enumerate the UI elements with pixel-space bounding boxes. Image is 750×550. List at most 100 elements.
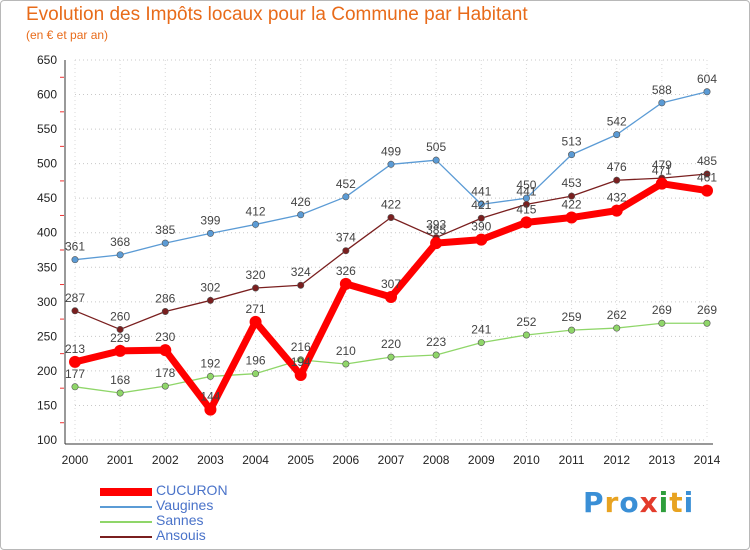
y-tick-label-250: 250 xyxy=(37,329,57,343)
y-tick-label-300: 300 xyxy=(37,295,57,309)
data-point-vaugines-2008 xyxy=(432,156,440,164)
data-point-cucuron-2006 xyxy=(339,277,352,290)
data-point-ansouis-2005 xyxy=(297,281,305,289)
data-label-vaugines-2000: 361 xyxy=(65,240,85,254)
data-label-vaugines-2001: 368 xyxy=(110,235,130,249)
data-label-vaugines-2004: 412 xyxy=(246,204,266,218)
data-label-vaugines-2013: 588 xyxy=(652,83,672,97)
data-label-vaugines-2006: 452 xyxy=(336,177,356,191)
data-point-sannes-2004 xyxy=(252,370,260,378)
y-tick-label-400: 400 xyxy=(37,226,57,240)
chart-title: Evolution des Impôts locaux pour la Comm… xyxy=(26,4,528,25)
data-point-ansouis-2002 xyxy=(161,307,169,315)
data-point-sannes-2010 xyxy=(522,331,530,339)
data-point-ansouis-2014 xyxy=(703,170,711,178)
y-tick-label-100: 100 xyxy=(37,433,57,447)
x-tick-label-2003: 2003 xyxy=(197,453,224,467)
data-label-sannes-2003: 192 xyxy=(200,356,220,370)
data-label-sannes-2004: 196 xyxy=(246,354,266,368)
data-point-vaugines-2000 xyxy=(71,256,79,264)
data-label-vaugines-2012: 542 xyxy=(607,115,627,129)
data-point-vaugines-2014 xyxy=(703,88,711,96)
x-tick-label-2004: 2004 xyxy=(242,453,269,467)
data-point-ansouis-2012 xyxy=(613,176,621,184)
data-label-cucuron-2006: 326 xyxy=(336,264,356,278)
logo-letter: r xyxy=(604,486,620,519)
legend-label: Vaugines xyxy=(156,497,214,513)
data-label-vaugines-2002: 385 xyxy=(155,223,175,237)
data-label-ansouis-2010: 441 xyxy=(516,184,536,198)
x-tick-label-2006: 2006 xyxy=(333,453,360,467)
logo-letter: x xyxy=(639,486,659,519)
data-point-vaugines-2007 xyxy=(387,160,395,168)
chart-subtitle: (en € et par an) xyxy=(26,28,109,42)
data-point-sannes-2009 xyxy=(477,339,485,347)
y-tick-label-150: 150 xyxy=(37,398,57,412)
data-point-ansouis-2009 xyxy=(477,214,485,222)
legend-swatch xyxy=(100,536,152,538)
data-point-cucuron-2012 xyxy=(610,204,623,217)
data-point-cucuron-2000 xyxy=(69,355,81,368)
data-label-sannes-2013: 269 xyxy=(652,303,672,317)
data-label-vaugines-2014: 604 xyxy=(697,72,717,86)
data-point-vaugines-2004 xyxy=(252,220,260,228)
data-point-cucuron-2007 xyxy=(385,290,397,303)
data-label-cucuron-2005: 194 xyxy=(291,355,311,369)
data-label-cucuron-2001: 229 xyxy=(110,331,130,345)
x-tick-label-2001: 2001 xyxy=(107,453,134,467)
axes: 100 150 200 250 300 350 400 450 500 550 600 650 2000… xyxy=(37,53,721,467)
x-tick-label-2009: 2009 xyxy=(468,453,495,467)
data-label-ansouis-2005: 324 xyxy=(291,265,311,279)
data-label-sannes-2012: 262 xyxy=(607,308,627,322)
data-point-sannes-2001 xyxy=(116,389,124,397)
data-point-sannes-2006 xyxy=(342,360,350,368)
data-label-cucuron-2003: 144 xyxy=(200,390,220,404)
data-label-vaugines-2009: 441 xyxy=(471,184,491,198)
data-point-vaugines-2005 xyxy=(297,211,305,219)
data-point-vaugines-2013 xyxy=(658,99,666,107)
legend-label: Sannes xyxy=(156,512,204,528)
series-lines xyxy=(69,88,713,416)
data-point-ansouis-2011 xyxy=(568,192,576,200)
data-label-vaugines-2008: 505 xyxy=(426,140,446,154)
logo-letter: i xyxy=(658,486,670,519)
data-point-vaugines-2012 xyxy=(613,131,621,139)
data-point-sannes-2002 xyxy=(161,382,169,390)
x-tick-label-2000: 2000 xyxy=(62,453,89,467)
data-labels: 213 229 230 144 271 194 326 307 385 390 415 422 432 4… xyxy=(65,72,717,404)
data-label-ansouis-2004: 320 xyxy=(246,268,266,282)
data-label-sannes-2009: 241 xyxy=(471,323,491,337)
y-tick-label-550: 550 xyxy=(37,122,57,136)
data-point-cucuron-2003 xyxy=(204,403,217,416)
y-tick-label-450: 450 xyxy=(37,191,57,205)
logo-letter: t xyxy=(669,486,684,519)
x-tick-label-2005: 2005 xyxy=(287,453,314,467)
x-tick-label-2013: 2013 xyxy=(649,453,676,467)
logo-letter: i xyxy=(683,486,695,519)
data-point-cucuron-2013 xyxy=(655,177,668,190)
data-label-sannes-2007: 220 xyxy=(381,337,401,351)
data-label-cucuron-2008: 385 xyxy=(426,223,446,237)
data-point-cucuron-2008 xyxy=(430,237,443,250)
data-label-ansouis-2002: 286 xyxy=(155,291,175,305)
data-label-ansouis-2001: 260 xyxy=(110,309,130,323)
y-tick-label-350: 350 xyxy=(37,260,57,274)
y-tick-label-650: 650 xyxy=(37,53,57,67)
data-label-ansouis-2003: 302 xyxy=(200,280,220,294)
data-label-cucuron-2002: 230 xyxy=(155,330,175,344)
data-point-sannes-2003 xyxy=(206,372,214,380)
data-point-vaugines-2011 xyxy=(568,151,576,159)
data-point-sannes-2007 xyxy=(387,353,395,361)
data-label-sannes-2008: 223 xyxy=(426,335,446,349)
x-tick-label-2012: 2012 xyxy=(603,453,630,467)
data-point-ansouis-2004 xyxy=(252,284,260,292)
data-label-ansouis-2006: 374 xyxy=(336,231,356,245)
data-label-sannes-2001: 168 xyxy=(110,373,130,387)
x-tick-label-2007: 2007 xyxy=(378,453,405,467)
proxiti-logo: Proxiti xyxy=(583,486,694,519)
data-label-sannes-2014: 269 xyxy=(697,303,717,317)
data-point-sannes-2012 xyxy=(613,324,621,332)
data-label-ansouis-2011: 453 xyxy=(562,176,582,190)
